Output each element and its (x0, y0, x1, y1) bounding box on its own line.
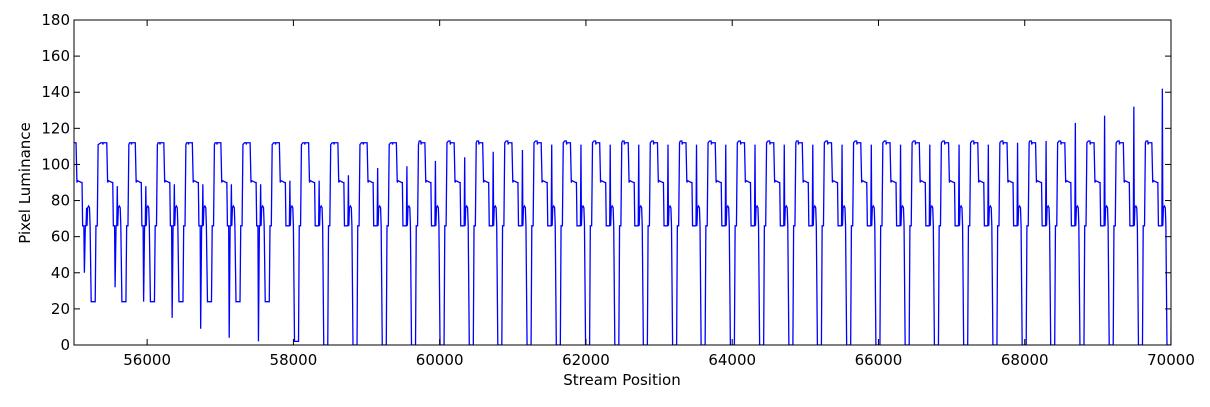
x-tick-label: 68000 (1001, 351, 1049, 369)
y-tick-label: 120 (41, 119, 70, 137)
y-tick-label: 20 (51, 300, 70, 318)
plot-frame (73, 19, 1172, 346)
y-tick-label: 60 (51, 228, 70, 246)
y-tick-label: 140 (41, 83, 70, 101)
y-axis: 0 20 40 60 80 100 120 140 160 180 (41, 11, 1171, 354)
x-axis-title: Stream Position (563, 371, 680, 389)
y-tick-label: 80 (51, 192, 70, 210)
x-axis: 56000 58000 60000 62000 64000 66000 68000 70000 (123, 20, 1195, 369)
x-tick-label: 64000 (708, 351, 756, 369)
x-tick-label: 56000 (123, 351, 171, 369)
y-tick-label: 40 (51, 264, 70, 282)
x-tick-label: 66000 (855, 351, 903, 369)
y-tick-label: 160 (41, 47, 70, 65)
y-tick-label: 100 (41, 155, 70, 173)
y-tick-label: 0 (60, 336, 70, 354)
x-tick-label: 58000 (270, 351, 318, 369)
y-axis-title: Pixel Luminance (16, 122, 34, 244)
x-tick-label: 62000 (562, 351, 610, 369)
x-tick-label: 60000 (416, 351, 464, 369)
series-line (74, 88, 1171, 345)
y-tick-label: 180 (41, 11, 70, 29)
x-tick-label: 70000 (1147, 351, 1195, 369)
